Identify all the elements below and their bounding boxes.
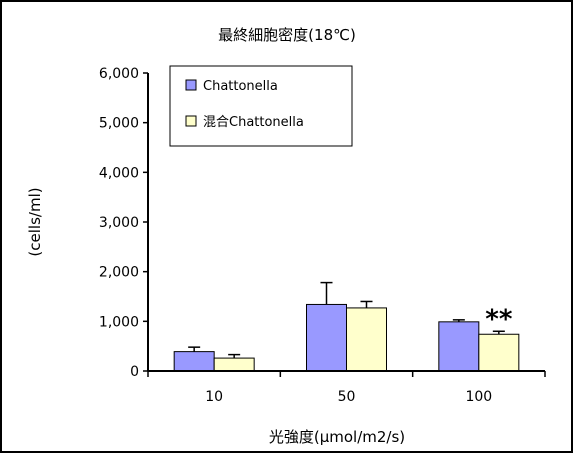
y-axis-title: (cells/ml) bbox=[26, 187, 44, 256]
x-axis-title: 光強度(μmol/m2/s) bbox=[269, 428, 405, 446]
bar bbox=[213, 357, 255, 372]
error-bars-layer bbox=[188, 281, 505, 359]
annotations-layer: ** bbox=[485, 304, 513, 334]
bars-layer bbox=[173, 303, 520, 372]
y-tick-label: 2,000 bbox=[99, 265, 139, 281]
x-tick-label: 100 bbox=[465, 389, 492, 405]
legend-label: 混合Chattonella bbox=[203, 115, 304, 130]
y-tick-label: 4,000 bbox=[99, 165, 139, 181]
significance-annotation: ** bbox=[485, 304, 513, 334]
x-tick-label: 50 bbox=[338, 389, 356, 405]
y-tick-label: 0 bbox=[130, 364, 139, 380]
y-tick-label: 6,000 bbox=[99, 66, 139, 82]
x-tick-label: 10 bbox=[205, 389, 223, 405]
legend-label: Chattonella bbox=[203, 79, 278, 94]
legend-swatch bbox=[185, 79, 197, 91]
y-tick-label: 3,000 bbox=[99, 215, 139, 231]
y-tick-label: 1,000 bbox=[99, 314, 139, 330]
bar bbox=[306, 303, 347, 372]
bar bbox=[173, 351, 215, 372]
chart-title: 最終細胞密度(18℃) bbox=[218, 26, 356, 44]
bar bbox=[438, 321, 480, 372]
bar bbox=[478, 333, 520, 372]
legend: Chattonella 混合Chattonella bbox=[169, 65, 353, 147]
ticks-layer: 0 1,000 2,000 3,000 4,000 5,000 6,000 10 50 100 bbox=[99, 66, 546, 405]
bar bbox=[346, 307, 387, 372]
y-tick-label: 5,000 bbox=[99, 116, 139, 132]
legend-swatch bbox=[185, 115, 197, 127]
legend-box bbox=[169, 65, 353, 147]
